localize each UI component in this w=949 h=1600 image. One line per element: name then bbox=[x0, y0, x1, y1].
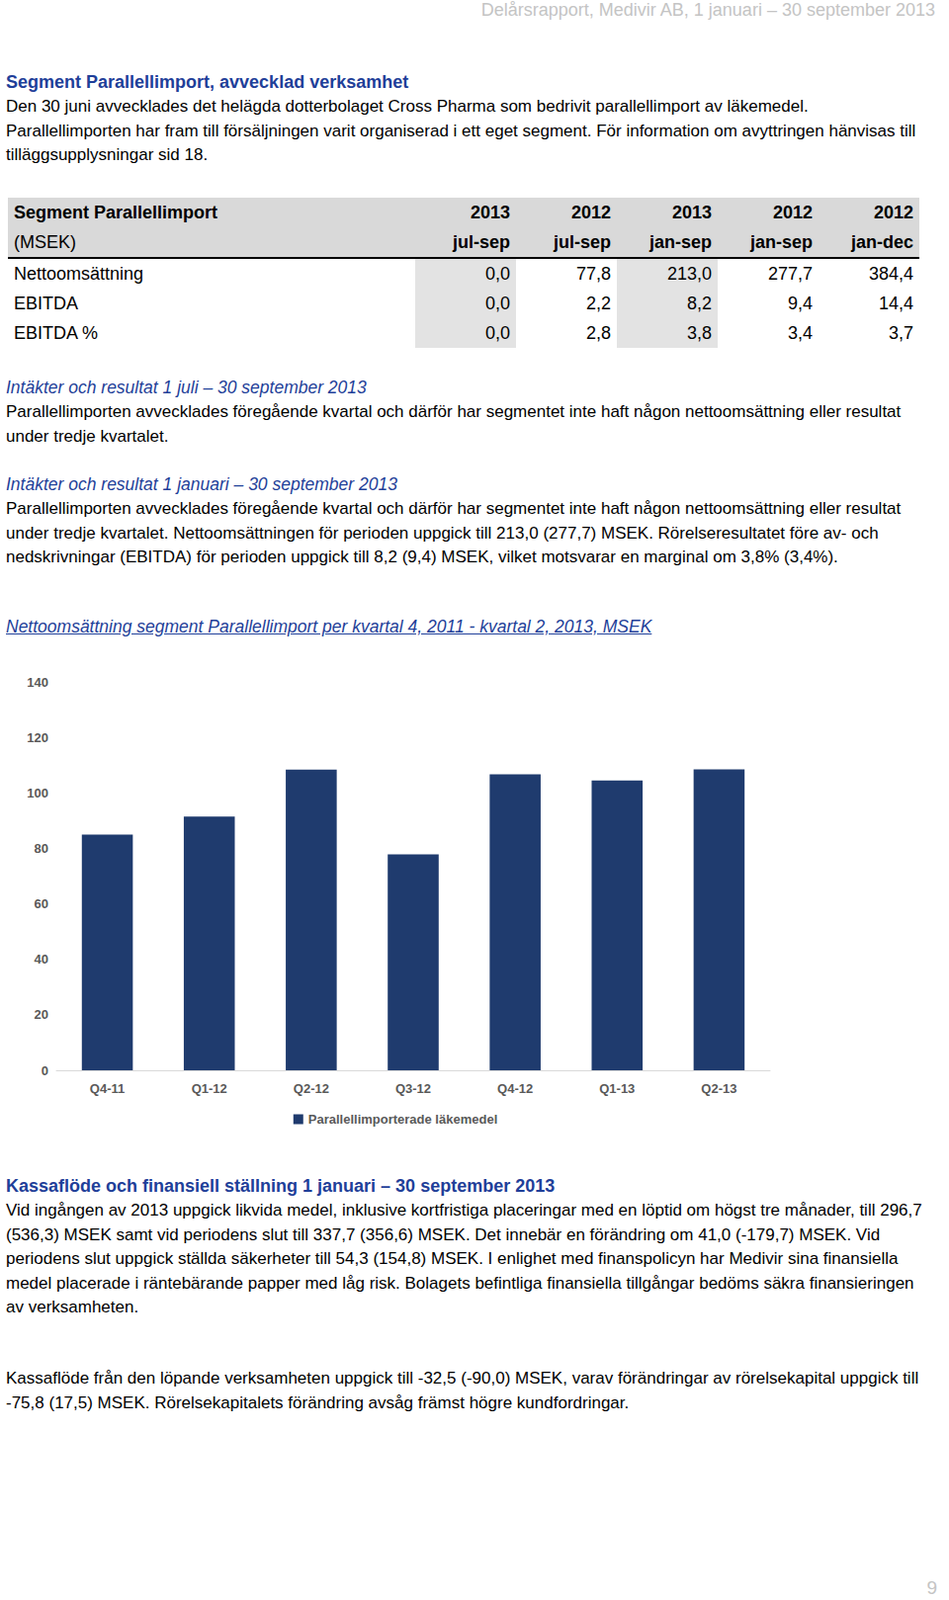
html-text:0,0: 0,0 bbox=[485, 263, 511, 284]
html-text:3,7: 3,7 bbox=[888, 322, 914, 343]
html-text:Segment Parallellimport, avvec: Segment Parallellimport, avvecklad verks… bbox=[5, 72, 409, 92]
html-text:2,2: 2,2 bbox=[586, 293, 611, 313]
html-text:2013: 2013 bbox=[470, 202, 511, 222]
html-text:Kassaflöde och finansiell stäl: Kassaflöde och finansiell ställning 1 ja… bbox=[5, 1176, 555, 1197]
svg-text:Q4-12: Q4-12 bbox=[497, 1081, 533, 1097]
html-text:Kassaflöde från den löpande ve: Kassaflöde från den löpande verksamheten… bbox=[5, 1369, 919, 1413]
html-text:Parallellimporten avvecklades: Parallellimporten avvecklades föregående… bbox=[5, 402, 901, 446]
svg-text:40: 40 bbox=[34, 951, 49, 967]
svg-text:0: 0 bbox=[41, 1063, 49, 1079]
svg-text:100: 100 bbox=[26, 785, 49, 801]
svg-text:Parallellimporterade läkemedel: Parallellimporterade läkemedel bbox=[308, 1112, 498, 1127]
html-text:EBITDA: EBITDA bbox=[13, 293, 79, 313]
html-text:jul-sep: jul-sep bbox=[452, 231, 511, 252]
html-text:2,8: 2,8 bbox=[586, 322, 611, 343]
html-text:2012: 2012 bbox=[571, 202, 611, 222]
html-text:384,4: 384,4 bbox=[868, 263, 914, 284]
svg-text:20: 20 bbox=[34, 1007, 49, 1023]
html-text:2013: 2013 bbox=[672, 202, 712, 222]
html-text:(MSEK): (MSEK) bbox=[13, 231, 77, 252]
svg-text:Q2-12: Q2-12 bbox=[293, 1081, 330, 1097]
html-text:Nettoomsättning: Nettoomsättning bbox=[13, 263, 144, 284]
svg-text:Q4-11: Q4-11 bbox=[89, 1081, 125, 1097]
html-text:2012: 2012 bbox=[873, 202, 914, 222]
svg-text:Q1-13: Q1-13 bbox=[599, 1081, 635, 1097]
svg-text:60: 60 bbox=[34, 896, 49, 912]
html-text:jan-sep: jan-sep bbox=[649, 231, 712, 252]
html-text:0,0: 0,0 bbox=[485, 293, 511, 313]
html-text:Delårsrapport, Medivir AB, 1 j: Delårsrapport, Medivir AB, 1 januari – 3… bbox=[481, 0, 936, 20]
html-text:9: 9 bbox=[926, 1577, 938, 1599]
html-text:EBITDA %: EBITDA % bbox=[13, 322, 98, 343]
svg-text:80: 80 bbox=[34, 841, 49, 857]
html-text:Intäkter och resultat 1 juli –: Intäkter och resultat 1 juli – 30 septem… bbox=[5, 377, 367, 398]
html-text:3,4: 3,4 bbox=[787, 322, 813, 343]
html-text:2012: 2012 bbox=[773, 202, 813, 222]
html-text:0,0: 0,0 bbox=[485, 322, 511, 343]
html-text:3,8: 3,8 bbox=[687, 322, 712, 343]
html-text:277,7: 277,7 bbox=[768, 263, 813, 284]
html-text:Parallellimporten avvecklades: Parallellimporten avvecklades föregående… bbox=[5, 499, 901, 567]
html-text:jul-sep: jul-sep bbox=[553, 231, 611, 252]
svg-text:Q2-13: Q2-13 bbox=[700, 1081, 737, 1097]
html-text:jan-dec: jan-dec bbox=[851, 231, 914, 252]
html-text:Den 30 juni avvecklades det he: Den 30 juni avvecklades det helägda dott… bbox=[5, 96, 916, 165]
html-text:Nettoomsättning segment Parall: Nettoomsättning segment Parallellimport … bbox=[5, 616, 652, 637]
svg-text:Q3-12: Q3-12 bbox=[395, 1081, 432, 1097]
html-text:Intäkter och resultat 1 januar: Intäkter och resultat 1 januari – 30 sep… bbox=[5, 474, 398, 495]
svg-text:140: 140 bbox=[26, 675, 49, 691]
html-text:Segment Parallellimport: Segment Parallellimport bbox=[13, 202, 218, 222]
svg-text:120: 120 bbox=[26, 730, 49, 746]
html-text:213,0: 213,0 bbox=[667, 263, 712, 284]
html-text:8,2: 8,2 bbox=[687, 293, 712, 313]
html-text:Vid ingången av 2013 uppgick l: Vid ingången av 2013 uppgick likvida med… bbox=[5, 1201, 923, 1317]
html-text:77,8: 77,8 bbox=[576, 263, 611, 284]
html-text:jan-sep: jan-sep bbox=[750, 231, 813, 252]
html-text:9,4: 9,4 bbox=[787, 293, 813, 313]
svg-text:Q1-12: Q1-12 bbox=[191, 1081, 228, 1097]
html-text:14,4: 14,4 bbox=[878, 293, 914, 313]
